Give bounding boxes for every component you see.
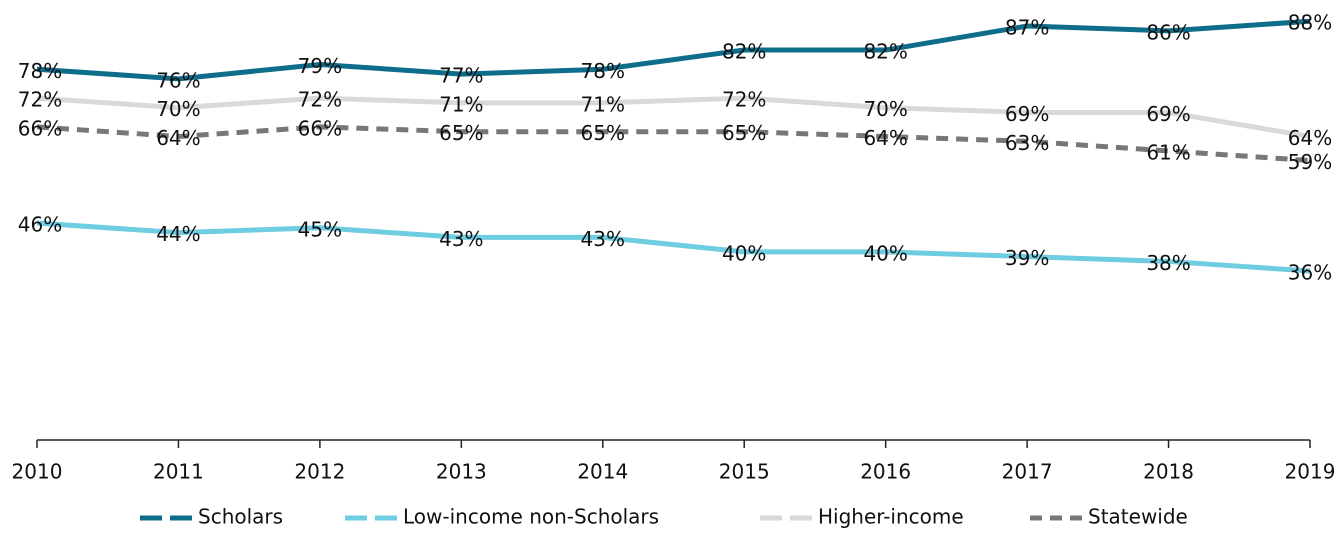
x-tick-label: 2011 <box>153 460 204 484</box>
data-label: 71% <box>581 92 625 116</box>
x-tick-label: 2017 <box>1002 460 1053 484</box>
data-label: 77% <box>439 64 483 88</box>
data-label: 40% <box>722 241 766 265</box>
data-label: 72% <box>18 88 62 112</box>
data-label: 66% <box>18 116 62 140</box>
data-label: 72% <box>298 88 342 112</box>
data-label: 64% <box>863 126 907 150</box>
legend-label: Scholars <box>198 505 283 529</box>
x-tick-label: 2019 <box>1285 460 1336 484</box>
data-label: 43% <box>581 227 625 251</box>
data-label: 65% <box>722 121 766 145</box>
data-label: 44% <box>156 222 200 246</box>
legend-label: Statewide <box>1088 505 1188 529</box>
x-tick-label: 2015 <box>719 460 770 484</box>
x-tick-label: 2018 <box>1143 460 1194 484</box>
x-tick-label: 2014 <box>577 460 628 484</box>
data-label: 59% <box>1288 150 1332 174</box>
x-tick-label: 2013 <box>436 460 487 484</box>
data-label: 45% <box>298 217 342 241</box>
data-label: 79% <box>298 54 342 78</box>
series-line <box>36 95 1311 139</box>
data-label: 43% <box>439 227 483 251</box>
data-label: 87% <box>1005 16 1049 40</box>
data-label: 64% <box>156 126 200 150</box>
data-label: 66% <box>298 116 342 140</box>
data-label: 71% <box>439 92 483 116</box>
data-label: 40% <box>863 241 907 265</box>
data-label: 69% <box>1146 102 1190 126</box>
data-label: 38% <box>1146 251 1190 275</box>
data-label: 65% <box>439 121 483 145</box>
data-label: 46% <box>18 213 62 237</box>
data-label: 70% <box>156 97 200 121</box>
data-label: 70% <box>863 97 907 121</box>
data-label: 88% <box>1288 11 1332 35</box>
x-tick-label: 2012 <box>294 460 345 484</box>
data-label: 65% <box>581 121 625 145</box>
data-label: 86% <box>1146 20 1190 44</box>
x-tick-label: 2016 <box>860 460 911 484</box>
data-label: 76% <box>156 68 200 92</box>
legend-label: Low-income non-Scholars <box>403 505 659 529</box>
data-label: 61% <box>1146 140 1190 164</box>
data-label: 82% <box>863 40 907 64</box>
data-label: 69% <box>1005 102 1049 126</box>
data-label: 78% <box>581 59 625 83</box>
data-label: 63% <box>1005 131 1049 155</box>
series-line <box>36 124 1311 164</box>
data-label: 64% <box>1288 126 1332 150</box>
x-tick-label: 2010 <box>12 460 63 484</box>
data-label: 39% <box>1005 246 1049 270</box>
series-line <box>36 18 1311 82</box>
legend-label: Higher-income <box>818 505 964 529</box>
data-label: 78% <box>18 59 62 83</box>
data-label: 72% <box>722 88 766 112</box>
data-label: 82% <box>722 40 766 64</box>
data-label: 36% <box>1288 261 1332 285</box>
series-line <box>36 220 1311 274</box>
